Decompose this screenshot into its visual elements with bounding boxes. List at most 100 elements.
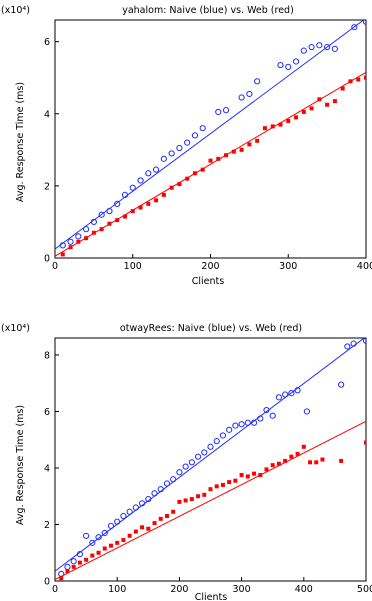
web-point (169, 185, 174, 190)
web-point (189, 497, 194, 502)
web-point (177, 499, 182, 504)
web-point (325, 102, 330, 107)
naive-point (308, 43, 315, 51)
y-tick-label: 6 (44, 37, 50, 48)
web-point (301, 444, 306, 449)
naive-point (344, 343, 351, 350)
x-axis-label: Clients (195, 592, 228, 601)
web-point (276, 461, 281, 466)
web-point (200, 167, 205, 172)
web-point (171, 509, 176, 514)
y-tick-label: 2 (44, 181, 50, 192)
yahalom-chart: (x10⁴) yahalom: Naive (blue) vs. Web (re… (1, 5, 372, 287)
web-point (96, 550, 101, 555)
web-point (102, 546, 107, 551)
naive-point (95, 534, 102, 541)
naive-point (362, 338, 366, 344)
web-point (364, 440, 366, 445)
otwayrees-chart: (x10⁴) otwayRees: Naive (blue) vs. Web (… (1, 323, 372, 601)
naive-point (106, 208, 113, 215)
web-point (183, 498, 188, 503)
naive-point (59, 242, 66, 249)
web-point (231, 149, 236, 154)
y-tick-label: 2 (44, 520, 50, 531)
web-point (239, 147, 244, 152)
y-axis-label: Avg. Response Time (ms) (15, 82, 26, 202)
web-point (208, 158, 213, 163)
web-point (77, 560, 82, 565)
naive-point (170, 476, 177, 483)
naive-point (263, 406, 270, 414)
web-point (286, 118, 291, 123)
naive-point (101, 529, 108, 537)
web-point (255, 138, 260, 143)
web-point (348, 79, 353, 84)
web-point (91, 230, 96, 235)
naive-point (226, 426, 233, 433)
x-tick-label: 400 (357, 261, 372, 272)
naive-point (219, 432, 227, 439)
web-point (308, 460, 313, 465)
x-tick-label: 0 (52, 261, 58, 272)
naive-point (250, 419, 258, 426)
naive-point (120, 512, 127, 520)
web-point (320, 457, 325, 462)
web-point (220, 482, 225, 487)
y-tick-label: 0 (44, 577, 50, 588)
web-point (340, 86, 345, 91)
naive-point (98, 211, 105, 218)
naive-point (300, 47, 307, 54)
web-point (301, 109, 306, 114)
web-point (177, 182, 182, 187)
web-point (196, 494, 201, 499)
x-tick-label: 200 (201, 261, 219, 272)
y-scale-note: (x10⁴) (1, 5, 30, 16)
web-point (99, 227, 104, 232)
naive-point (207, 443, 214, 450)
web-point (317, 97, 322, 102)
web-point (154, 198, 159, 203)
web-point (192, 171, 197, 176)
x-tick-label: 300 (279, 261, 297, 272)
naive-point (213, 438, 220, 445)
web-point (107, 221, 112, 226)
naive-point (257, 415, 264, 422)
naive-point (191, 132, 199, 139)
naive-point (254, 78, 261, 85)
web-point (258, 473, 263, 478)
web-point (270, 463, 275, 468)
x-axis-label: Clients (192, 276, 225, 287)
web-point (146, 526, 151, 531)
naive-point (163, 480, 171, 487)
y-tick-label: 4 (44, 463, 50, 474)
y-ticks: 0 2 4 6 8 (44, 350, 59, 588)
naive-point (324, 43, 331, 51)
naive-point (176, 469, 183, 476)
y-tick-label: 0 (44, 254, 50, 265)
x-tick-label: 100 (108, 584, 126, 595)
naive-point (184, 139, 191, 146)
plot-frame (54, 337, 367, 582)
naive-point (303, 408, 311, 415)
naive-point (121, 191, 129, 198)
naive-point (129, 184, 136, 191)
naive-point (83, 226, 90, 233)
y-tick-label: 4 (44, 109, 50, 120)
naive-point (199, 125, 206, 132)
web-point (332, 99, 337, 104)
web-point (133, 529, 138, 534)
y-tick-label: 8 (44, 350, 50, 361)
naive-point (145, 495, 152, 503)
web-point (90, 553, 95, 558)
naive-point (282, 391, 289, 398)
web-point (122, 214, 127, 219)
x-tick-label: 500 (357, 584, 372, 595)
x-ticks: 0 100 200 300 400 (52, 254, 372, 272)
naive-point (244, 419, 251, 426)
web-point (185, 176, 190, 181)
web-point (59, 576, 64, 581)
naive-point (222, 107, 230, 114)
web-point (76, 239, 81, 244)
naive-point (160, 155, 167, 162)
